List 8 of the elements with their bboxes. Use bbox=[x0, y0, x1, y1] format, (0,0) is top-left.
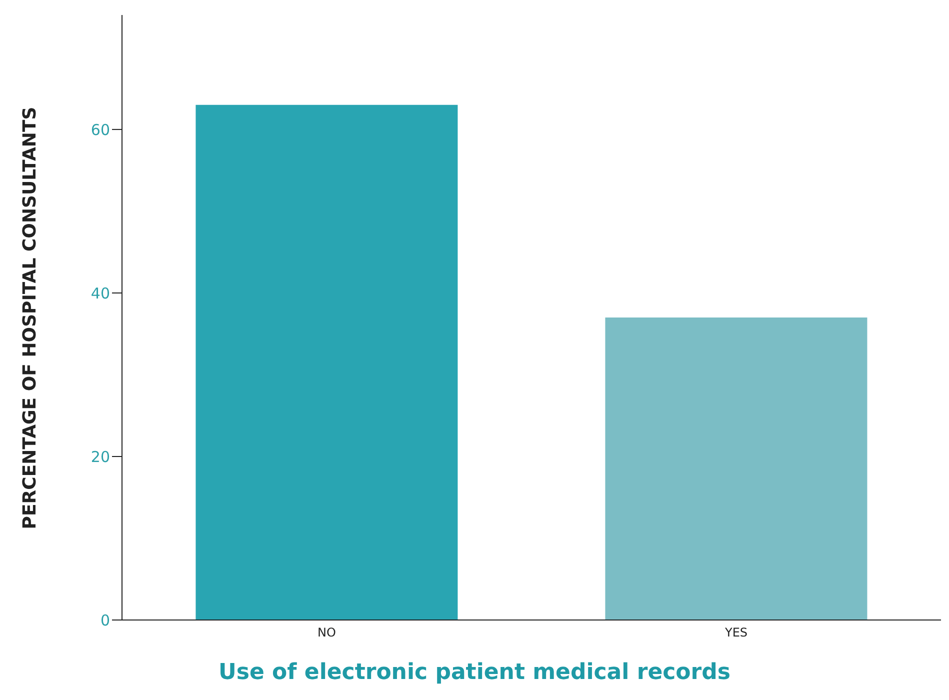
x-tick-label: NO bbox=[318, 626, 336, 640]
x-axis-title: Use of electronic patient medical records bbox=[218, 660, 732, 685]
y-tick-label: 20 bbox=[90, 448, 110, 466]
y-tick-label: 40 bbox=[90, 284, 110, 302]
y-tick-label: 0 bbox=[100, 611, 110, 630]
y-tick-label: 60 bbox=[90, 120, 110, 139]
x-tick-label: YES bbox=[724, 626, 748, 640]
y-axis-title: PERCENTAGE OF HOSPITAL CONSULTANTS bbox=[20, 106, 40, 530]
